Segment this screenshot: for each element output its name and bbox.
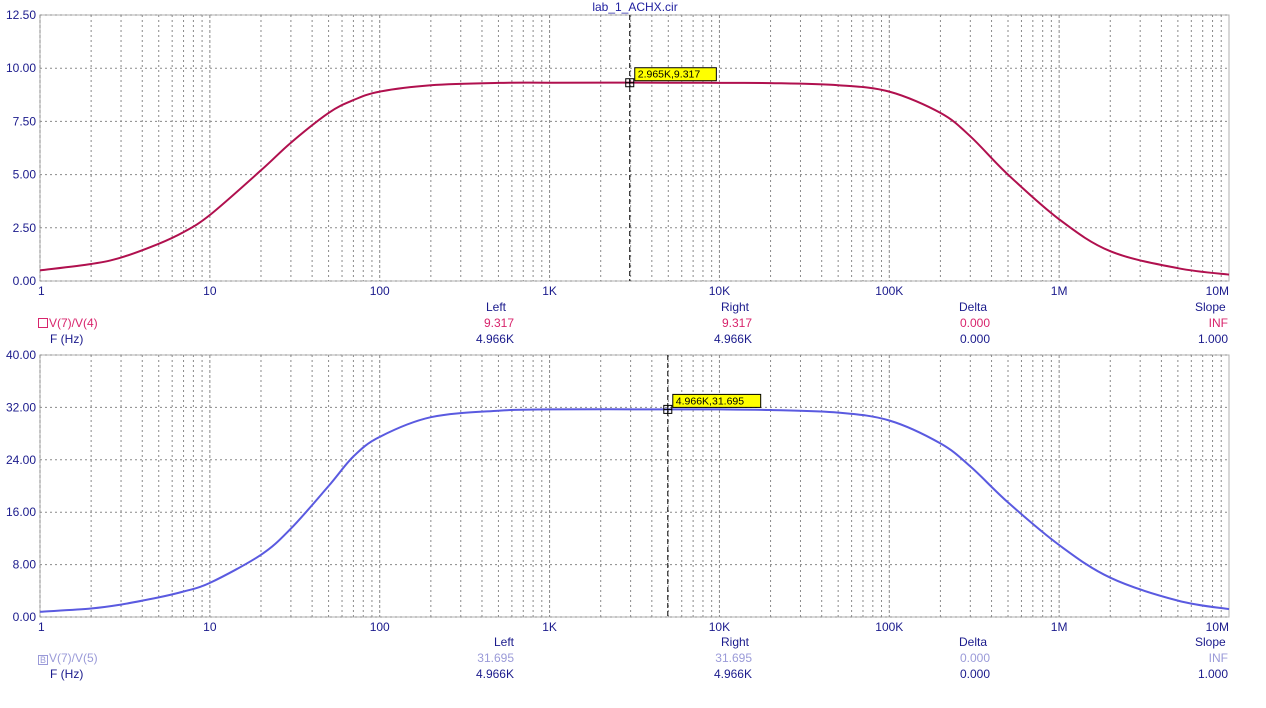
y-tick-label: 0.00 (13, 610, 37, 624)
chart-title: lab_1_ACHX.cir (592, 0, 678, 14)
x-tick-label: 10K (709, 620, 730, 634)
x-tick-label: 1M (1051, 620, 1068, 634)
readout-x-right: 4.966K (713, 667, 752, 681)
x-tick-label: 10M (1206, 620, 1229, 634)
x-tick-label: 10K (709, 284, 730, 298)
readout-value-right: 9.317 (721, 316, 752, 330)
readout-value-left: 31.695 (477, 651, 514, 665)
x-tick-label: 100K (875, 620, 903, 634)
readout-x-slope: 1.000 (1197, 667, 1228, 681)
y-tick-label: 8.00 (13, 558, 37, 572)
x-tick-label: 1M (1051, 284, 1068, 298)
readout-header-right: Right (721, 635, 750, 649)
y-tick-label: 12.50 (6, 8, 36, 22)
readout-row-x-name: F (Hz) (50, 332, 84, 346)
y-tick-label: 2.50 (13, 221, 37, 235)
readout-row-series-name[interactable]: V(7)/V(4) (38, 316, 98, 330)
readout-value-slope: INF (1208, 316, 1228, 330)
readout-x-left: 4.966K (475, 332, 514, 346)
readout-header-delta: Delta (959, 635, 988, 649)
readout-x-slope: 1.000 (1197, 332, 1228, 346)
readout-x-left: 4.966K (475, 667, 514, 681)
x-tick-label: 1K (542, 620, 557, 634)
cursor-tag-label: 4.966K,31.695 (676, 395, 744, 407)
cursor-tag (672, 393, 762, 408)
readout-row-x-name: F (Hz) (50, 667, 84, 681)
readout-header-left: Left (486, 300, 507, 314)
readout-value-slope: INF (1208, 651, 1228, 665)
readout-x-delta: 0.000 (959, 332, 990, 346)
readout-header-slope: Slope (1195, 300, 1226, 314)
x-tick-label: 100 (370, 284, 390, 298)
y-tick-label: 32.00 (6, 400, 36, 414)
x-tick-label: 1 (38, 620, 45, 634)
x-tick-label: 10M (1206, 284, 1229, 298)
plot-frame (39, 354, 1230, 618)
plot-frame (39, 14, 1230, 282)
x-tick-label: 100K (875, 284, 903, 298)
y-tick-label: 24.00 (6, 453, 36, 467)
x-tick-label: 1 (38, 284, 45, 298)
readout-header-left: Left (494, 635, 515, 649)
readout-value-delta: 0.000 (959, 651, 990, 665)
x-tick-label: 1K (542, 284, 557, 298)
chart-panel-2[interactable]: 40.00 32.00 24.00 16.00 8.00 0.001 10 100 1K 10K 1… (6, 348, 1230, 634)
y-tick-label: 10.00 (6, 61, 36, 75)
readout-value-right: 31.695 (715, 651, 752, 665)
x-tick-label: 100 (370, 620, 390, 634)
readout-x-right: 4.966K (713, 332, 752, 346)
x-tick-label: 10 (203, 284, 217, 298)
x-tick-label: 10 (203, 620, 217, 634)
readout-header-delta: Delta (959, 300, 988, 314)
readout-header-slope: Slope (1195, 635, 1226, 649)
readout-header-right: Right (721, 300, 750, 314)
y-tick-label: 16.00 (6, 505, 36, 519)
series-line (39, 81, 1230, 276)
chart-panel-1[interactable]: 12.50 10.00 7.50 5.00 2.50 0.001 10 100 1K 10K 100… (6, 8, 1230, 298)
series-swatch-icon: B (38, 655, 48, 665)
readout-x-delta: 0.000 (959, 667, 990, 681)
cursor-tag-label: 2.965K,9.317 (638, 69, 701, 81)
y-tick-label: 7.50 (13, 114, 37, 128)
cursor-tag (634, 67, 717, 82)
series-swatch-icon (38, 318, 48, 328)
y-tick-label: 5.00 (13, 168, 37, 182)
readout-value-left: 9.317 (483, 316, 514, 330)
y-tick-label: 0.00 (13, 274, 37, 288)
series-line (39, 408, 1230, 613)
readout-value-delta: 0.000 (959, 316, 990, 330)
y-tick-label: 40.00 (6, 348, 36, 362)
readout-row-series-name[interactable]: B V(7)/V(5) (38, 651, 98, 665)
